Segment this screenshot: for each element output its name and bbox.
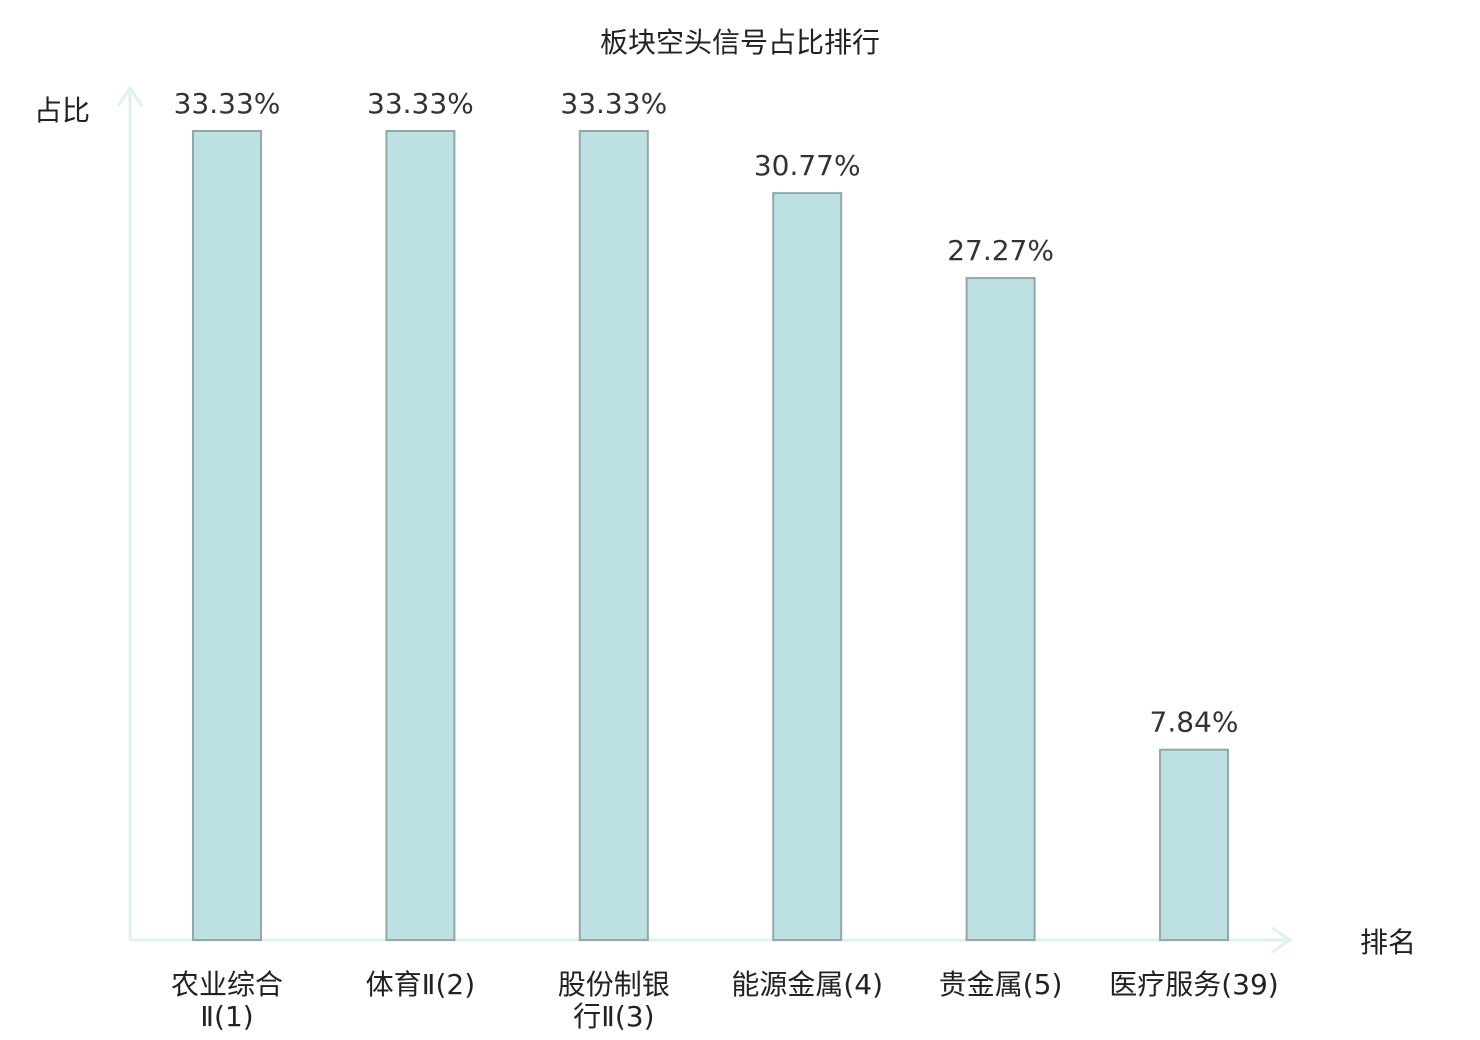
category-label-1-line-2: Ⅱ(1) xyxy=(200,1000,253,1033)
value-labels-group: 33.33% 33.33% 33.33% 30.77% 27.27% 7.84% xyxy=(174,87,1239,739)
category-label-2: 体育Ⅱ(2) xyxy=(366,968,475,1001)
y-axis-label: 占比 xyxy=(34,94,90,127)
bar-6 xyxy=(1159,748,1229,941)
x-axis-arrow xyxy=(1271,926,1293,954)
value-label-6: 7.84% xyxy=(1150,706,1239,739)
category-label-6: 医疗服务(39) xyxy=(1109,968,1278,1001)
bar-1 xyxy=(192,130,262,941)
chart-title: 板块空头信号占比排行 xyxy=(600,26,880,59)
value-label-5: 27.27% xyxy=(947,234,1054,267)
bar-5 xyxy=(965,277,1036,942)
bar-3 xyxy=(578,130,649,941)
value-label-3: 33.33% xyxy=(560,87,667,120)
category-label-1-line-1: 农业综合 xyxy=(171,968,283,1001)
y-axis-arrow xyxy=(116,85,144,107)
bar-2 xyxy=(385,130,456,941)
bars-group xyxy=(192,130,1229,942)
category-label-4: 能源金属(4) xyxy=(731,968,883,1001)
category-label-3-line-2: 行Ⅱ(3) xyxy=(573,1000,654,1033)
category-label-3-line-1: 股份制银 xyxy=(558,968,670,1001)
x-axis-label: 排名 xyxy=(1360,926,1416,959)
bar-4 xyxy=(772,192,843,942)
value-label-4: 30.77% xyxy=(754,149,861,182)
category-label-5: 贵金属(5) xyxy=(939,968,1063,1001)
value-label-1: 33.33% xyxy=(174,87,281,120)
value-label-2: 33.33% xyxy=(367,87,474,120)
